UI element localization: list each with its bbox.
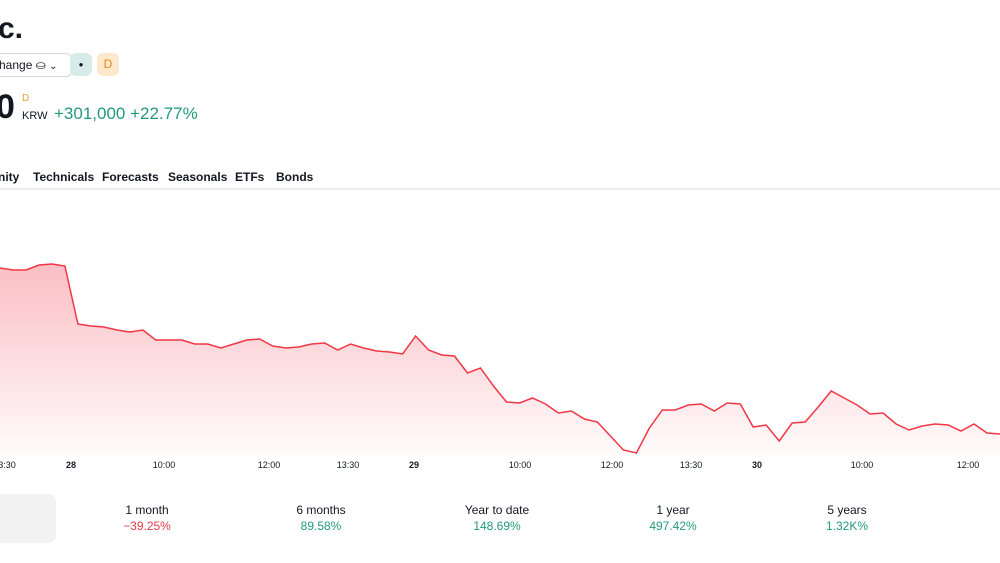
status-badge[interactable]: ● [70,53,92,76]
tab[interactable]: Forecasts [102,170,159,184]
price-change: +301,000 +22.77% [54,104,198,124]
period-return: 89.58% [300,519,342,533]
x-tick-label: 10:00 [153,460,176,470]
change-abs: +301,000 [54,104,126,123]
price-flag: D [22,93,30,104]
exchange-label: hange ⛀ [0,58,46,72]
period-label: 6 months [296,503,346,517]
period-label: 1 month [125,503,169,517]
x-tick-label: 29 [409,460,419,470]
x-tick-label: 12:00 [258,460,281,470]
tab[interactable]: Bonds [276,170,314,184]
tab[interactable]: Seasonals [168,170,228,184]
period-label: 5 years [827,503,867,517]
x-tick-label: 30 [752,460,762,470]
change-pct: +22.77% [130,104,198,123]
x-tick-label: 3:30 [0,460,16,470]
price: 0 [0,88,15,126]
period-return: 497.42% [649,519,697,533]
period-return: −39.25% [123,519,171,533]
x-tick-label: 10:00 [509,460,532,470]
x-tick-label: 12:00 [957,460,980,470]
x-tick-label: 13:30 [680,460,703,470]
currency: KRW [22,110,48,122]
tab[interactable]: nity [0,170,20,184]
price-line [0,263,1000,454]
x-tick-label: 28 [66,460,76,470]
x-tick-label: 13:30 [337,460,360,470]
delay-badge[interactable]: D [97,53,119,76]
price-chart: 3:30 28 10:00 12:00 13:30 29 10:00 12:00 13:30 30… [0,263,1000,470]
period-label: 1 year [656,503,690,517]
chevron: ⌄ [49,61,58,72]
period-return: 1.32K% [825,519,869,533]
tab[interactable]: Technicals [33,170,95,184]
x-tick-label: 12:00 [601,460,624,470]
tab-divider [0,188,1000,190]
x-tick-label: 10:00 [851,460,874,470]
tab[interactable]: ETFs [235,170,265,184]
performance-card [0,494,56,543]
period-label: Year to date [464,503,530,517]
period-return: 148.69% [473,519,521,533]
area-fill [0,264,1000,455]
symbol-title: c. [0,12,24,45]
